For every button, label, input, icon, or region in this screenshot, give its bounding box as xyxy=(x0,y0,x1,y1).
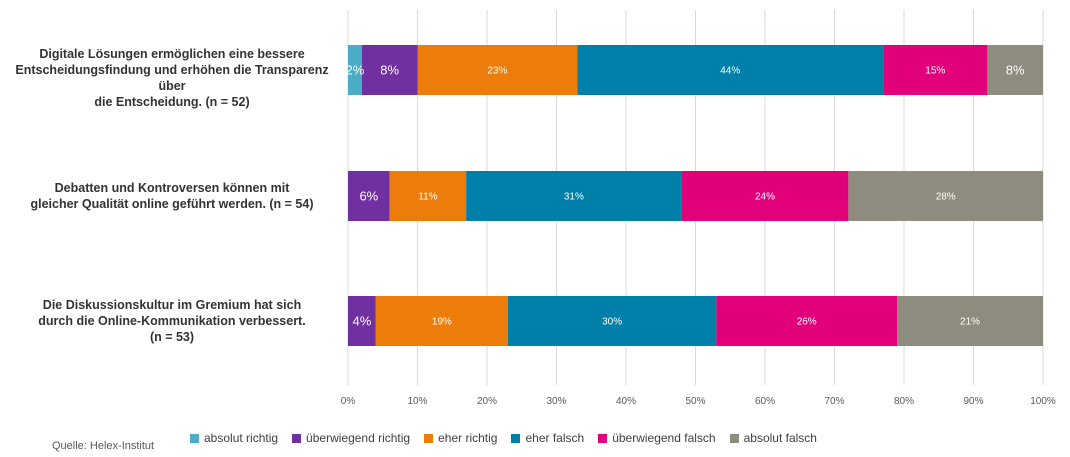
x-tick-label: 40% xyxy=(616,396,636,407)
x-tick-label: 50% xyxy=(685,396,705,407)
data-label: 30% xyxy=(602,317,622,328)
data-label: 8% xyxy=(1006,63,1025,78)
legend-swatch xyxy=(190,433,199,443)
data-label: 4% xyxy=(353,314,372,329)
data-label: 6% xyxy=(359,189,378,204)
bar-segment xyxy=(883,45,988,95)
x-tick-label: 30% xyxy=(546,396,566,407)
category-label-line: gleicher Qualität online geführt werden.… xyxy=(30,197,314,211)
data-label: 21% xyxy=(960,317,980,328)
x-axis-ticks: 0% 10% 20% 30% 40% 50% 60% 70% 80% 90% 100% xyxy=(341,396,1056,407)
category-label-line: die Entscheidung. (n = 52) xyxy=(94,95,250,109)
x-tick-label: 20% xyxy=(477,396,497,407)
legend-label: eher richtig xyxy=(438,431,498,445)
x-tick-label: 90% xyxy=(963,396,983,407)
bar-segment xyxy=(348,296,376,346)
category-label-line: Die Diskussionskultur im Gremium hat sic… xyxy=(42,298,302,312)
bar-segment xyxy=(417,45,578,95)
legend-label: absolut falsch xyxy=(743,431,817,445)
bar-segment xyxy=(348,45,362,95)
source-note: Quelle: Helex-Institut xyxy=(52,440,155,452)
legend-item: überwiegend richtig xyxy=(292,431,410,445)
x-tick-label: 60% xyxy=(755,396,775,407)
legend-swatch xyxy=(424,433,434,443)
category-label-line: durch die Online-Kommunikation verbesser… xyxy=(38,314,306,328)
bar-segment xyxy=(716,296,898,346)
legend-item: eher falsch xyxy=(511,431,584,445)
bar-segment xyxy=(987,45,1043,95)
category-label: Die Diskussionskultur im Gremium hat sic… xyxy=(2,297,342,345)
bar-segment xyxy=(681,171,849,221)
bar-segment xyxy=(361,45,418,95)
legend-label: eher falsch xyxy=(525,431,585,445)
x-tick-label: 0% xyxy=(341,396,356,407)
bar-segment xyxy=(507,296,717,346)
data-label: 11% xyxy=(418,192,437,203)
x-tick-label: 80% xyxy=(894,396,914,407)
bar-segment xyxy=(897,296,1043,346)
data-label: 19% xyxy=(432,317,452,328)
category-label-line: Digitale Lösungen ermöglichen eine besse… xyxy=(39,47,305,61)
legend-swatch xyxy=(511,433,521,443)
data-label: 44% xyxy=(720,66,740,77)
data-label: 28% xyxy=(936,192,956,203)
bar-segment xyxy=(577,45,884,95)
category-label: Debatten und Kontroversen können mit glei… xyxy=(2,180,342,212)
category-label: Digitale Lösungen ermöglichen eine besse… xyxy=(2,46,342,110)
legend-swatch xyxy=(729,433,739,443)
legend-swatch xyxy=(598,433,608,443)
x-tick-label: 70% xyxy=(824,396,844,407)
legend-swatch xyxy=(292,433,302,443)
x-tick-label: 100% xyxy=(1030,396,1056,407)
legend-label: überwiegend richtig xyxy=(306,431,411,445)
bar-segment xyxy=(389,171,467,221)
data-label: 31% xyxy=(564,192,584,203)
legend-item: absolut richtig xyxy=(190,431,278,445)
category-label-line: (n = 53) xyxy=(149,330,195,344)
bar-segment xyxy=(848,171,1043,221)
data-label: 24% xyxy=(755,192,775,203)
bar-segment xyxy=(375,296,508,346)
category-label-line: Entscheidungsfindung und erhöhen die Tra… xyxy=(15,63,329,93)
data-label: 26% xyxy=(797,317,817,328)
data-labels: 2% 8% 23% 44% 15% 8% 6% 11% 31% 24% 28% 4% 19% 30% 26%… xyxy=(346,63,1025,329)
legend-label: absolut richtig xyxy=(204,431,279,445)
bar-segment xyxy=(466,171,682,221)
data-label: 8% xyxy=(380,63,399,78)
legend-item: überwiegend falsch xyxy=(598,431,716,445)
x-tick-label: 10% xyxy=(407,396,427,407)
category-label-line: Debatten und Kontroversen können mit xyxy=(54,181,290,195)
legend: absolut richtig überwiegend richtig eher r… xyxy=(190,430,831,446)
data-label: 15% xyxy=(925,66,945,77)
data-label: 23% xyxy=(487,66,507,77)
bars xyxy=(348,45,1043,346)
legend-label: überwiegend falsch xyxy=(612,431,716,445)
legend-item: absolut falsch xyxy=(729,431,817,445)
bar-segment xyxy=(348,171,390,221)
legend-item: eher richtig xyxy=(424,431,497,445)
data-label: 2% xyxy=(346,63,365,78)
